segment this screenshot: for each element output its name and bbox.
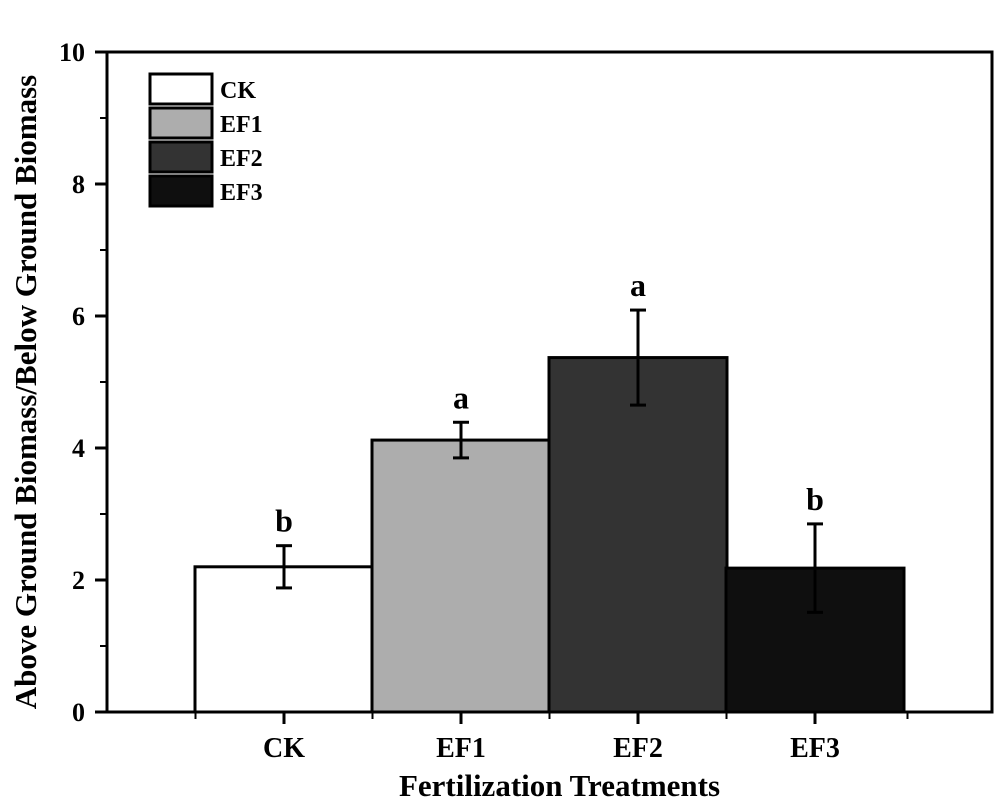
bar-ef1 xyxy=(370,438,552,714)
legend: CK EF1 EF2 EF3 xyxy=(148,72,263,208)
y-tick-label-6: 6 xyxy=(72,302,85,331)
y-tick-label-8: 8 xyxy=(72,170,85,199)
bar-ck xyxy=(193,565,375,714)
legend-swatch-ef3 xyxy=(148,174,214,208)
error-bars-layer xyxy=(276,308,823,614)
x-tick-label-ef1: EF1 xyxy=(436,733,486,764)
x-axis: CK EF1 EF2 EF3 xyxy=(194,712,909,764)
x-tick-label-ef2: EF2 xyxy=(613,733,663,764)
y-axis-title: Above Ground Biomass/Below Ground Biomas… xyxy=(8,75,43,710)
bars-layer xyxy=(193,356,906,714)
x-axis-title: Fertilization Treatments xyxy=(399,768,720,803)
legend-label-ck: CK xyxy=(220,78,256,104)
significance-label-ef2: a xyxy=(630,267,646,303)
legend-label-ef2: EF2 xyxy=(220,146,263,172)
bar-ef2 xyxy=(547,356,729,714)
significance-labels-layer: b a a b xyxy=(275,267,824,539)
y-tick-label-10: 10 xyxy=(59,38,85,67)
legend-label-ef1: EF1 xyxy=(220,112,263,138)
legend-label-ef3: EF3 xyxy=(220,180,263,206)
legend-swatch-ef2 xyxy=(148,140,214,174)
significance-label-ck: b xyxy=(275,503,293,539)
x-tick-label-ef3: EF3 xyxy=(790,733,840,764)
y-axis: 0 2 4 6 8 10 xyxy=(59,38,107,727)
significance-label-ef3: b xyxy=(806,481,824,517)
y-tick-label-0: 0 xyxy=(72,698,85,727)
y-tick-label-2: 2 xyxy=(72,566,85,595)
legend-swatch-ck xyxy=(148,72,214,106)
x-tick-label-ck: CK xyxy=(263,733,305,764)
y-tick-label-4: 4 xyxy=(72,434,85,463)
legend-swatch-ef1 xyxy=(148,106,214,140)
significance-label-ef1: a xyxy=(453,379,469,415)
